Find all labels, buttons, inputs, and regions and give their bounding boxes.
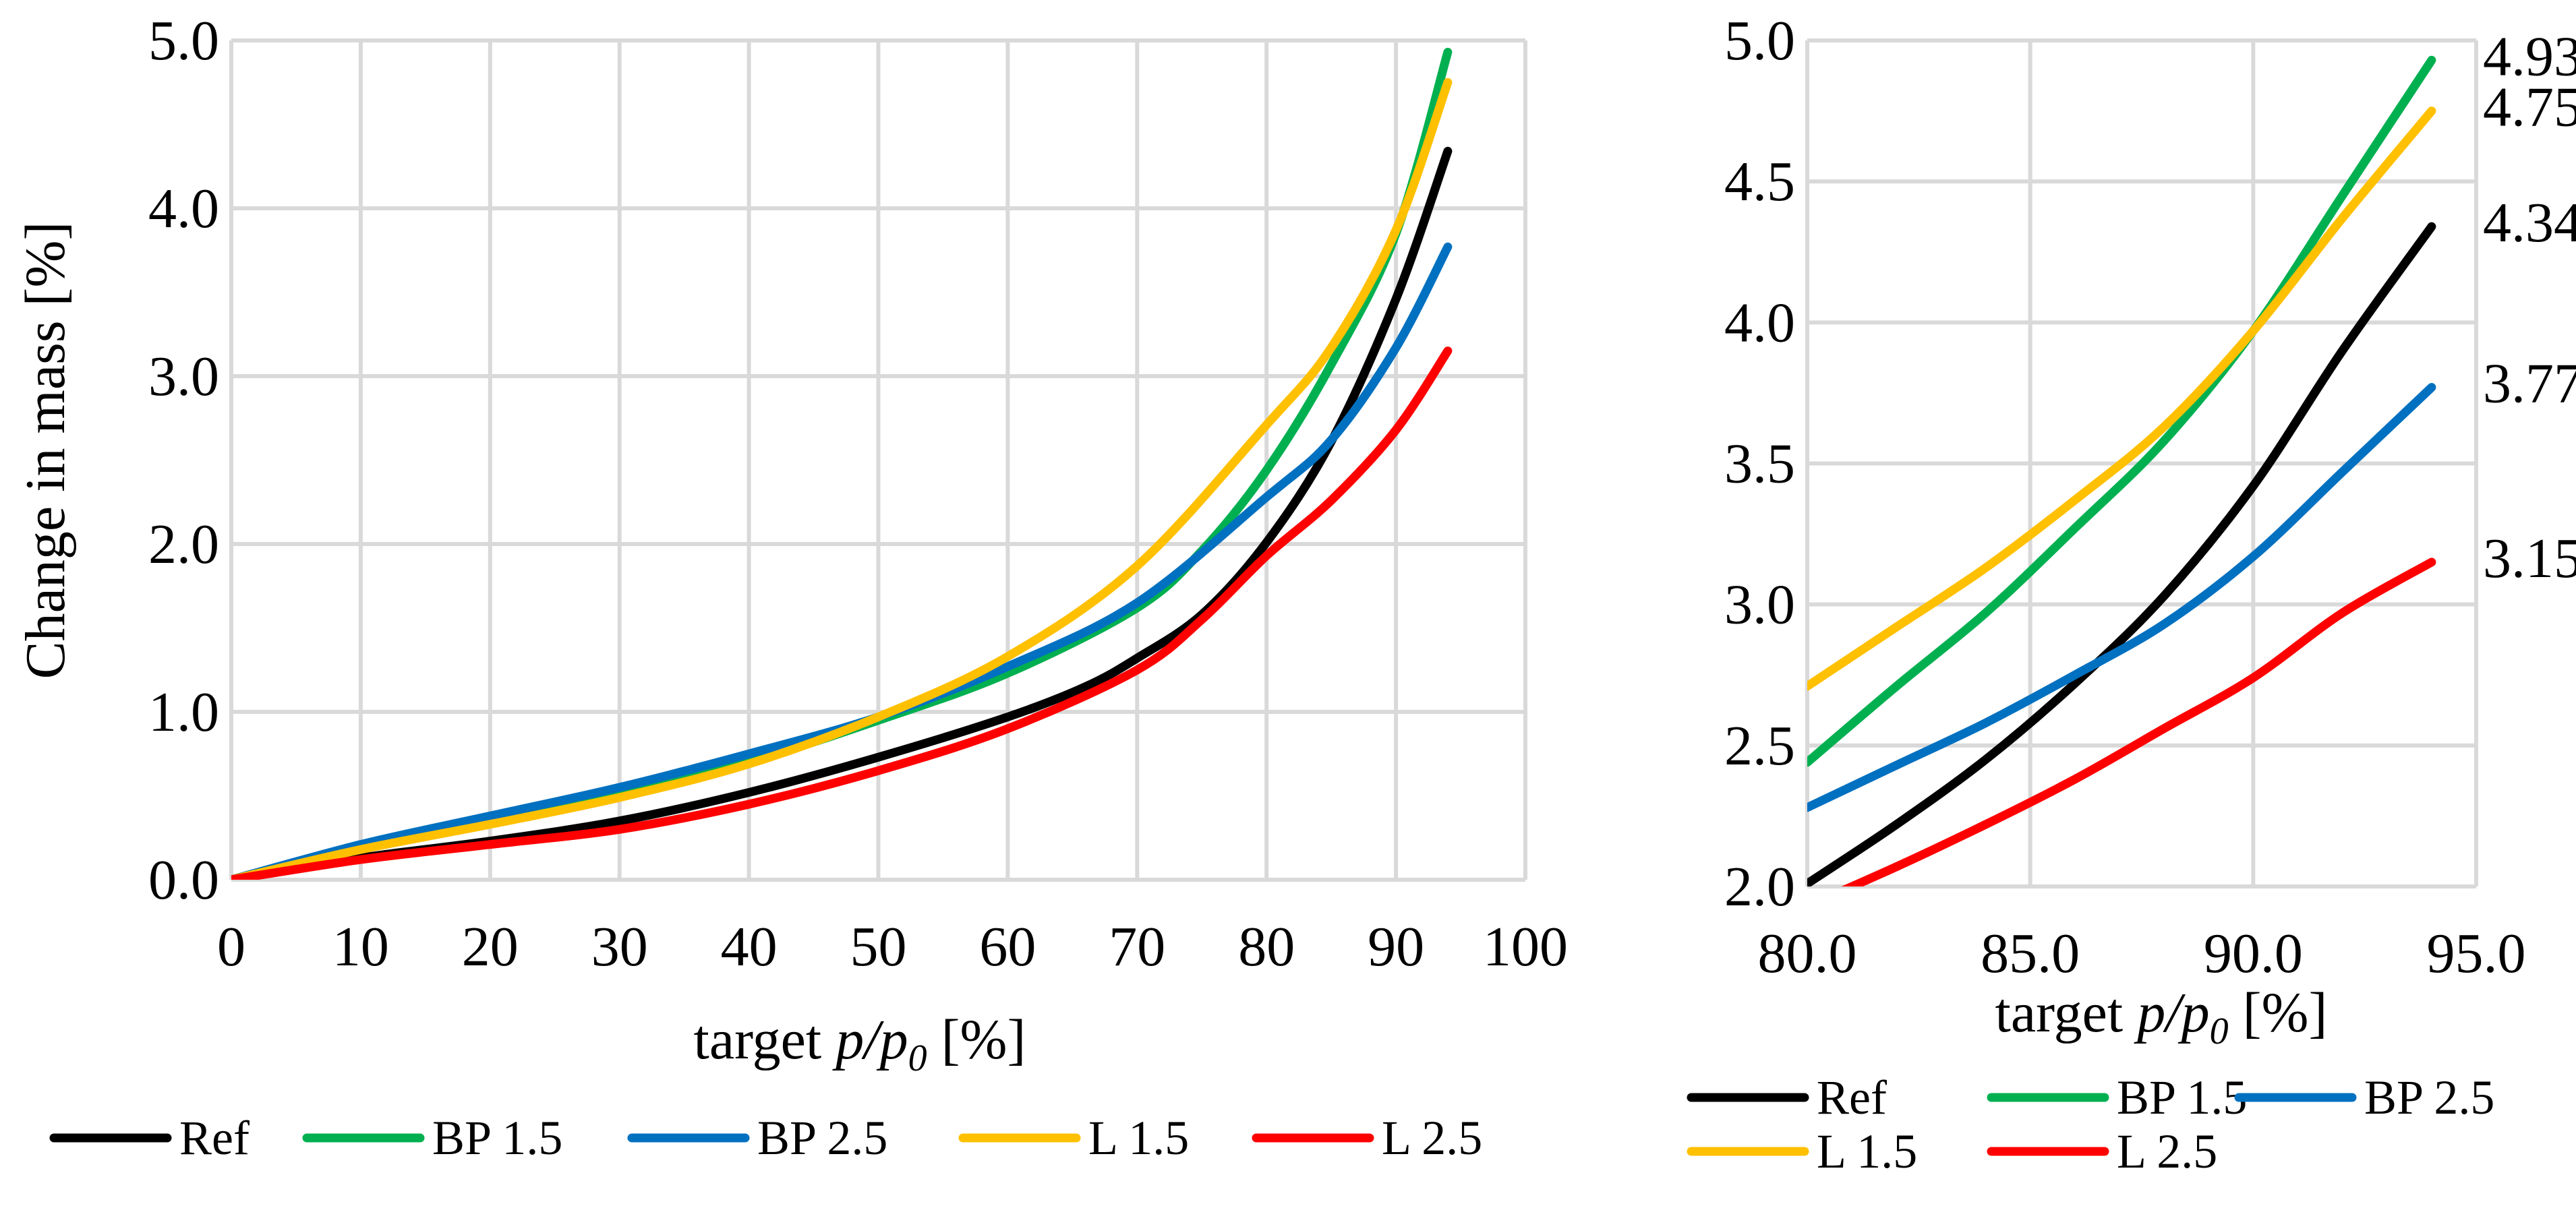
series-line-bp-2-5: [1807, 383, 2436, 812]
data-label: 4.34: [2483, 191, 2576, 254]
x-tick-label: 60: [979, 915, 1036, 978]
legend-label: BP 1.5: [2117, 1071, 2247, 1124]
series-line-l-2-5: [1841, 557, 2436, 886]
x-tick-label: 80: [1238, 915, 1295, 978]
data-label: 3.15: [2483, 527, 2576, 590]
series-line-l-2-5: [231, 346, 1453, 880]
data-label: 3.77: [2483, 353, 2576, 415]
legend: Ref BP 1.5 BP 2.5 L 1.5 L 2.5: [49, 1111, 1482, 1165]
legend-item: BP 2.5: [627, 1111, 887, 1165]
x-tick-label: 10: [332, 915, 389, 978]
y-tick-label: 3.0: [1724, 574, 1795, 636]
y-tick-label: 2.5: [1724, 715, 1795, 777]
x-tick-label: 95.0: [2427, 922, 2526, 985]
legend-item: Ref: [49, 1111, 250, 1165]
legend-item: L 2.5: [1252, 1111, 1482, 1165]
x-tick-label: 80.0: [1758, 922, 1857, 985]
legend-label: Ref: [1817, 1071, 1887, 1124]
legend: Ref BP 1.5 BP 2.5 L 1.5 L 2.5: [1687, 1071, 2494, 1178]
y-tick-label: 3.5: [1724, 433, 1795, 495]
x-tick-label: 0: [217, 915, 245, 978]
x-tick-label: 70: [1109, 915, 1165, 978]
legend-item: BP 2.5: [2234, 1071, 2494, 1124]
legend-label: L 1.5: [1817, 1124, 1917, 1178]
legend-item: L 1.5: [1687, 1124, 1917, 1178]
y-tick-label: 2.0: [1724, 855, 1795, 918]
y-tick-label: 4.0: [1724, 291, 1795, 354]
legend-item: Ref: [1687, 1071, 1887, 1124]
series-line-l-1-5: [231, 78, 1453, 880]
data-label: 4.93: [2483, 25, 2576, 88]
x-tick-label: 90: [1368, 915, 1424, 978]
x-tick-label: 50: [850, 915, 907, 978]
y-tick-label: 2.0: [148, 513, 219, 576]
y-tick-label: 4.5: [1724, 150, 1795, 213]
y-tick-label: 0.0: [148, 849, 219, 911]
legend-label: BP 2.5: [2364, 1071, 2494, 1124]
y-tick-label: 1.0: [148, 681, 219, 744]
y-tick-label: 3.0: [148, 345, 219, 408]
x-tick-label: 90.0: [2204, 922, 2303, 985]
legend-item: BP 1.5: [1987, 1071, 2247, 1124]
legend-label: BP 2.5: [757, 1111, 887, 1165]
x-tick-label: 85.0: [1981, 922, 2080, 985]
legend-label: L 2.5: [1382, 1111, 1482, 1165]
legend-item: BP 1.5: [302, 1111, 562, 1165]
series-line-ref: [1807, 222, 2436, 886]
chart-full-range: 0.0 1.0 2.0 3.0 4.0 5.0 0 10 20 30 40 50 60 70 80 90 10…: [14, 9, 1568, 1165]
x-tick-label: 30: [591, 915, 648, 978]
data-label: 4.75: [2483, 76, 2576, 139]
legend-label: L 2.5: [2117, 1124, 2217, 1178]
x-tick-label: 20: [462, 915, 519, 978]
x-axis-title: target p/p0 [%]: [694, 1008, 1026, 1079]
y-tick-label: 4.0: [148, 177, 219, 240]
x-tick-label: 40: [721, 915, 778, 978]
x-tick-label: 100: [1483, 915, 1568, 978]
legend-item: L 2.5: [1987, 1124, 2217, 1178]
series-line-bp-1-5: [1807, 55, 2436, 767]
chart-zoom: 2.0 2.5 3.0 3.5 4.0 4.5 5.0 80.0 85.0 90.0 95.0 4…: [1687, 9, 2576, 1178]
legend-item: L 1.5: [958, 1111, 1189, 1165]
x-axis-title: target p/p0 [%]: [1995, 982, 2328, 1052]
series-line-l-1-5: [1807, 107, 2436, 691]
y-tick-label: 5.0: [1724, 9, 1795, 72]
y-tick-label: 5.0: [148, 9, 219, 72]
legend-label: L 1.5: [1088, 1111, 1189, 1165]
legend-label: Ref: [179, 1111, 250, 1165]
y-axis-title: Change in mass [%]: [14, 222, 77, 680]
legend-label: BP 1.5: [432, 1111, 562, 1165]
